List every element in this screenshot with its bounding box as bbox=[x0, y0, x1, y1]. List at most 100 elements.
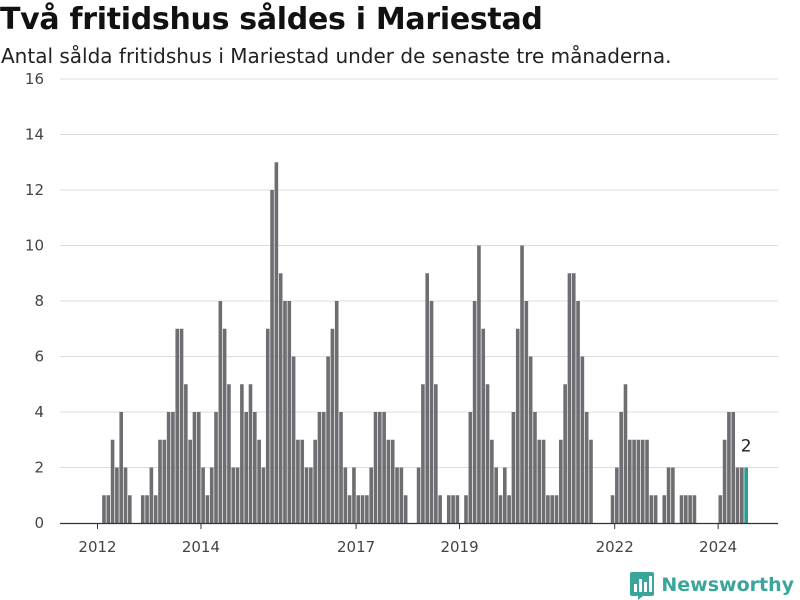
bar bbox=[283, 301, 287, 523]
bar bbox=[481, 328, 486, 523]
bar bbox=[688, 495, 692, 523]
bar bbox=[304, 467, 309, 523]
bar bbox=[179, 328, 184, 523]
bar bbox=[352, 467, 356, 523]
bar bbox=[274, 162, 279, 523]
bar bbox=[580, 356, 585, 523]
chart-subtitle: Antal sålda fritidshus i Mariestad under… bbox=[1, 44, 672, 68]
bar bbox=[365, 495, 369, 523]
bar bbox=[240, 384, 244, 523]
bar bbox=[356, 495, 361, 523]
bar bbox=[110, 439, 115, 523]
bar bbox=[171, 412, 175, 523]
gridlines bbox=[60, 78, 778, 468]
bar bbox=[498, 495, 503, 523]
bar bbox=[490, 439, 494, 523]
bar bbox=[343, 467, 348, 523]
bar bbox=[653, 495, 658, 523]
bar bbox=[334, 301, 339, 523]
bar bbox=[390, 439, 395, 523]
bar bbox=[524, 301, 529, 523]
bar bbox=[416, 467, 421, 523]
bar bbox=[287, 301, 292, 523]
bar bbox=[468, 412, 473, 523]
bar bbox=[627, 439, 632, 523]
bar bbox=[684, 495, 688, 523]
bar bbox=[278, 273, 283, 523]
bar bbox=[222, 328, 227, 523]
bar bbox=[196, 412, 201, 523]
bar bbox=[636, 439, 641, 523]
logo-text: Newsworthy bbox=[661, 574, 794, 596]
x-axis bbox=[60, 522, 778, 529]
bar bbox=[209, 467, 214, 523]
bar bbox=[265, 328, 270, 523]
x-tick-label: 2024 bbox=[699, 538, 737, 556]
bar bbox=[395, 467, 399, 523]
bar bbox=[550, 495, 555, 523]
bar bbox=[291, 356, 296, 523]
bar bbox=[149, 467, 154, 523]
bar bbox=[248, 384, 253, 523]
bar bbox=[321, 412, 326, 523]
bar bbox=[528, 356, 533, 523]
bar bbox=[270, 190, 274, 523]
bar bbox=[541, 439, 546, 523]
bar bbox=[502, 467, 507, 523]
bar bbox=[382, 412, 386, 523]
bar bbox=[679, 495, 684, 523]
bar bbox=[140, 495, 145, 523]
bar bbox=[645, 439, 649, 523]
bar bbox=[559, 439, 563, 523]
bar bbox=[429, 301, 434, 523]
bar bbox=[145, 495, 149, 523]
y-tick-label: 12 bbox=[25, 181, 44, 199]
bar bbox=[339, 412, 343, 523]
bar bbox=[610, 495, 615, 523]
bar bbox=[115, 467, 119, 523]
y-tick-label: 6 bbox=[34, 348, 44, 366]
bar bbox=[227, 384, 231, 523]
bar bbox=[153, 495, 158, 523]
bar bbox=[455, 495, 460, 523]
bar bbox=[727, 412, 731, 523]
bar bbox=[403, 495, 408, 523]
bar bbox=[589, 439, 593, 523]
bar bbox=[175, 328, 180, 523]
bar bbox=[584, 412, 589, 523]
bar bbox=[533, 412, 537, 523]
bar bbox=[563, 384, 567, 523]
bar bbox=[309, 467, 313, 523]
bar bbox=[472, 301, 477, 523]
bar bbox=[214, 412, 218, 523]
y-tick-label: 8 bbox=[34, 292, 44, 310]
bar bbox=[378, 412, 382, 523]
bar bbox=[128, 495, 132, 523]
bar bbox=[253, 412, 257, 523]
bar bbox=[546, 495, 550, 523]
bar bbox=[494, 467, 498, 523]
bar bbox=[296, 439, 300, 523]
bar bbox=[511, 412, 516, 523]
bar bbox=[106, 495, 111, 523]
bar bbox=[102, 495, 106, 523]
bar bbox=[740, 467, 744, 523]
chart-title: Två fritidshus såldes i Mariestad bbox=[0, 2, 543, 37]
bar bbox=[326, 356, 330, 523]
bar bbox=[158, 439, 162, 523]
annotations: 2 bbox=[741, 437, 752, 457]
bar bbox=[718, 495, 723, 523]
y-tick-label: 16 bbox=[25, 70, 44, 88]
bar bbox=[623, 384, 628, 523]
bar-chart-badge-icon bbox=[630, 572, 655, 600]
bar bbox=[735, 467, 740, 523]
bar bbox=[231, 467, 236, 523]
bar bbox=[184, 384, 188, 523]
bar bbox=[317, 412, 322, 523]
bar bbox=[515, 328, 520, 523]
bar bbox=[554, 495, 559, 523]
bar bbox=[360, 495, 365, 523]
bar bbox=[244, 412, 248, 523]
bar bbox=[218, 301, 223, 523]
